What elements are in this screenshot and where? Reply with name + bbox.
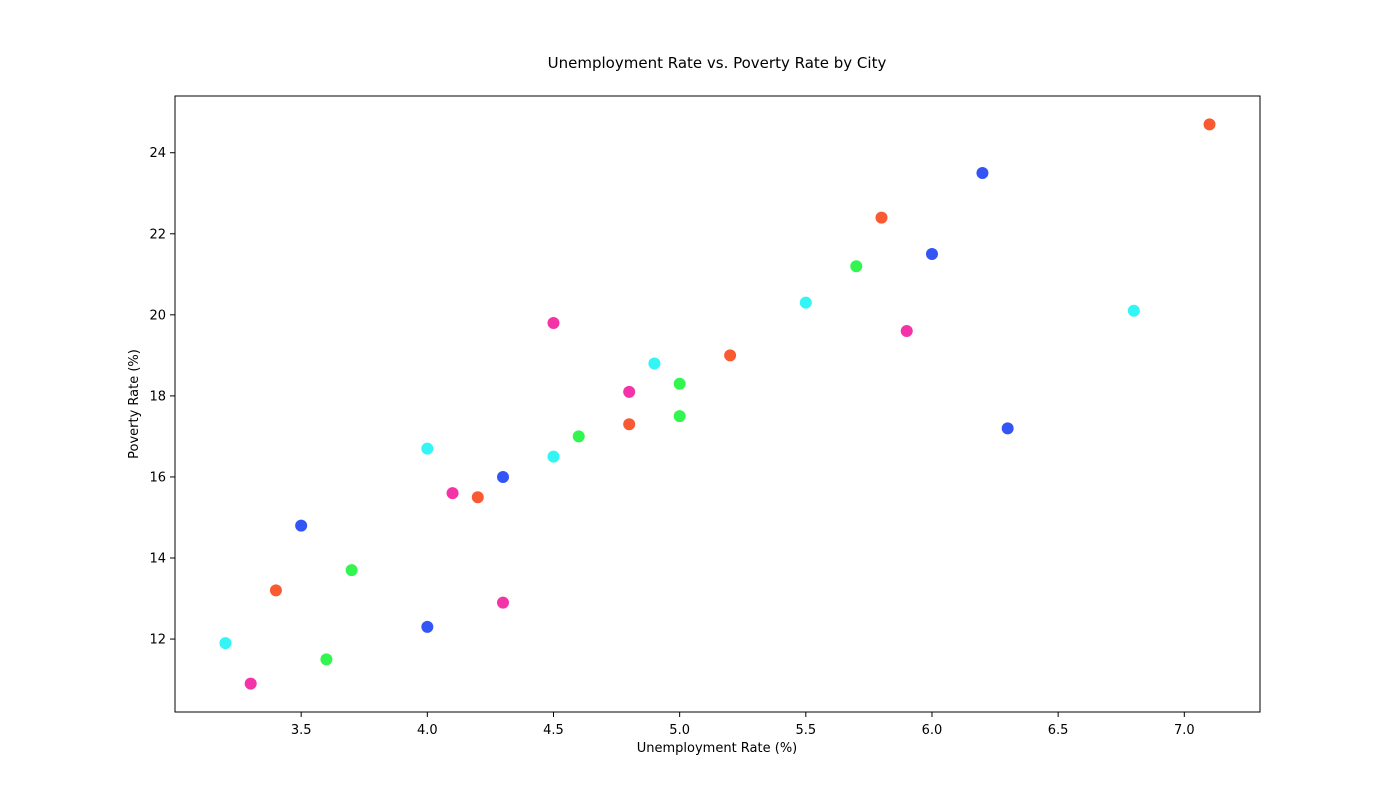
data-point	[244, 677, 257, 690]
chart-title: Unemployment Rate vs. Poverty Rate by Ci…	[548, 54, 887, 72]
data-point	[446, 487, 459, 500]
y-tick-label: 24	[149, 146, 166, 161]
x-tick-label: 4.0	[417, 723, 438, 738]
x-tick-label: 7.0	[1174, 723, 1195, 738]
data-point	[547, 450, 560, 463]
x-tick-label: 5.5	[795, 723, 816, 738]
x-tick-label: 5.0	[669, 723, 690, 738]
data-point	[976, 167, 989, 179]
data-point	[648, 357, 661, 370]
data-point	[724, 349, 737, 362]
data-point	[421, 620, 434, 633]
data-point	[673, 410, 686, 423]
data-point	[799, 296, 812, 309]
data-point	[219, 637, 232, 650]
data-point	[471, 491, 484, 504]
data-points	[219, 118, 1216, 690]
x-tick-label: 6.0	[922, 723, 943, 738]
data-point	[497, 596, 510, 609]
data-point	[269, 584, 282, 597]
data-point	[1001, 422, 1014, 435]
y-tick-label: 16	[149, 470, 166, 485]
x-tick-label: 4.5	[543, 723, 564, 738]
data-point	[345, 564, 358, 577]
data-point	[850, 260, 863, 273]
x-tick-label: 6.5	[1048, 723, 1069, 738]
data-point	[547, 316, 560, 329]
data-point	[1203, 118, 1216, 131]
data-point	[572, 430, 585, 443]
y-axis-label: Poverty Rate (%)	[127, 349, 142, 459]
data-point	[623, 418, 636, 431]
y-tick-label: 18	[149, 389, 166, 404]
y-tick-label: 20	[149, 308, 166, 323]
data-point	[900, 325, 913, 338]
x-axis-ticks: 3.5 4.0 4.5 5.0 5.5 6.0 6.5 7.0	[291, 712, 1195, 738]
y-axis-ticks: 12 14 16 18 20 22 24	[149, 146, 175, 648]
y-tick-label: 22	[149, 227, 166, 242]
data-point	[925, 248, 938, 261]
x-axis-label: Unemployment Rate (%)	[637, 741, 798, 756]
data-point	[320, 653, 333, 666]
data-point	[295, 519, 308, 532]
data-point	[1127, 304, 1140, 317]
data-point	[623, 385, 636, 398]
plot-frame	[174, 95, 1261, 713]
x-tick-label: 3.5	[291, 723, 312, 738]
data-point	[875, 211, 888, 224]
data-point	[673, 377, 686, 390]
data-point	[421, 442, 434, 455]
data-point	[497, 470, 510, 483]
y-tick-label: 14	[149, 552, 166, 567]
y-tick-label: 12	[149, 633, 166, 648]
